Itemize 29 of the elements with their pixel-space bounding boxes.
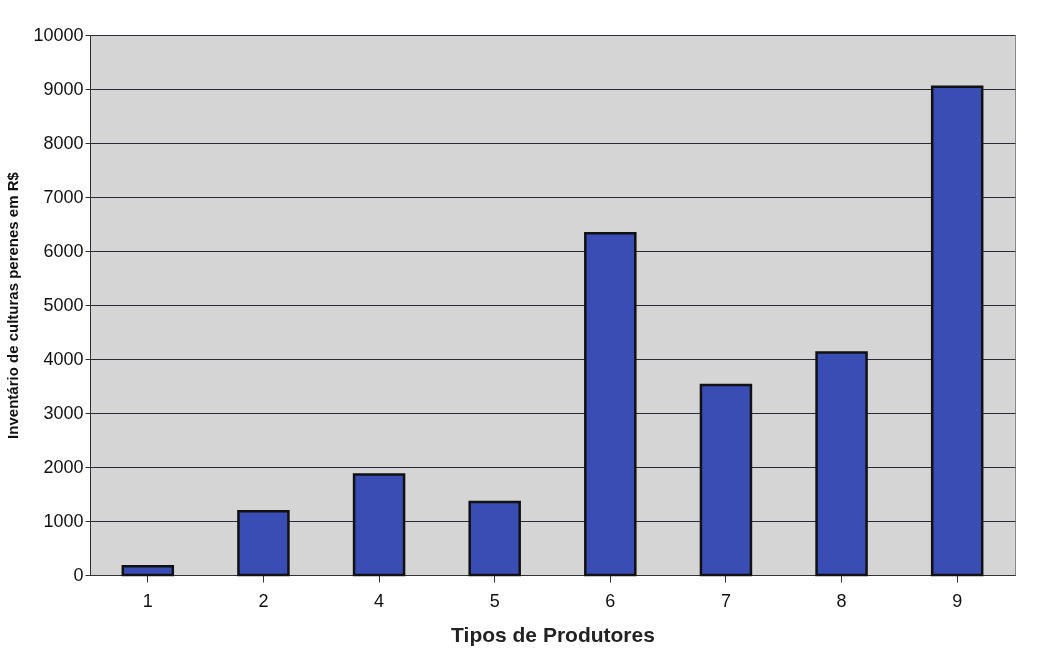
bar — [352, 473, 406, 577]
x-tick-label: 8 — [836, 590, 847, 611]
bar — [584, 231, 637, 577]
bar — [815, 351, 868, 577]
x-tick-label: 4 — [374, 590, 385, 611]
y-tick-label: 6000 — [43, 240, 84, 261]
bar — [121, 565, 175, 577]
y-tick-label: 0 — [73, 564, 84, 585]
bar — [237, 510, 290, 577]
bar — [699, 383, 753, 577]
bar — [468, 500, 521, 577]
x-tick-label: 2 — [258, 590, 269, 611]
y-tick-label: 2000 — [43, 456, 84, 477]
x-axis-title: Tipos de Produtores — [451, 622, 655, 646]
x-tick-label: 6 — [605, 590, 616, 611]
bar — [930, 85, 984, 577]
x-tick-label: 9 — [952, 590, 963, 611]
y-tick-label: 3000 — [43, 402, 84, 423]
y-axis-title: Inventário de culturas perenes em R$ — [4, 171, 22, 439]
y-tick-label: 9000 — [43, 78, 84, 99]
x-tick-label: 1 — [142, 590, 153, 611]
y-tick-label: 4000 — [43, 348, 84, 369]
x-tick-label: 5 — [489, 590, 500, 611]
y-tick-label: 8000 — [43, 132, 84, 153]
y-tick-label: 7000 — [43, 186, 84, 207]
y-tick-label: 1000 — [43, 510, 84, 531]
y-tick-label: 10000 — [33, 24, 84, 45]
x-tick-label: 7 — [720, 590, 731, 611]
y-tick-label: 5000 — [43, 294, 84, 315]
